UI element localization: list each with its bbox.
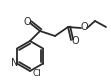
Text: O: O bbox=[80, 22, 88, 32]
Text: Cl: Cl bbox=[32, 68, 41, 78]
Text: N: N bbox=[11, 58, 19, 68]
Text: O: O bbox=[71, 36, 79, 46]
Text: O: O bbox=[23, 17, 31, 27]
